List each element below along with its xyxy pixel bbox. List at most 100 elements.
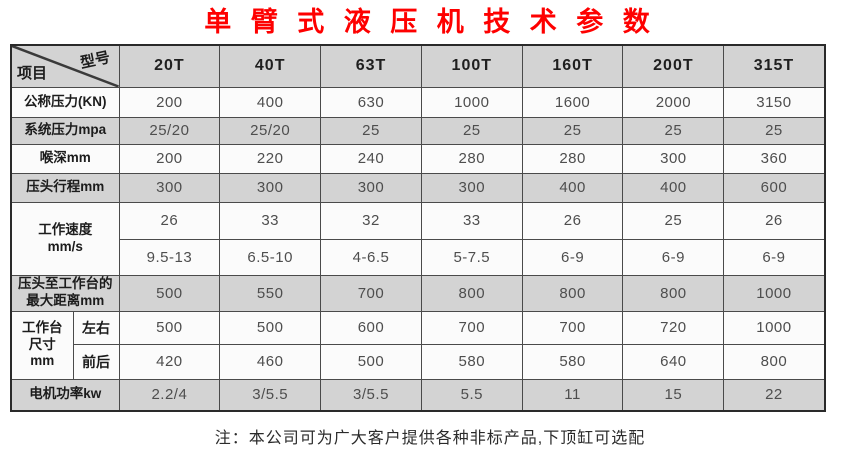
value-cell: 15 — [622, 378, 725, 412]
value-cell: 500 — [118, 310, 221, 345]
value-cell: 500 — [118, 274, 221, 312]
value-cell: 4-6.5 — [320, 238, 422, 276]
value-cell: 25 — [622, 116, 725, 145]
value-cell: 1000 — [420, 86, 523, 118]
value-cell: 200 — [118, 86, 221, 118]
page: 单 臂 式 液 压 机 技 术 参 数 型号 项目 20T 40T 63T 10… — [0, 6, 860, 452]
value-cell: 5-7.5 — [420, 238, 523, 276]
row-table-size-fb: 前后 420 460 500 580 580 640 800 — [11, 343, 826, 380]
row-motor-power: 电机功率kw 2.2/4 3/5.5 3/5.5 5.5 11 15 22 — [10, 378, 826, 412]
value-cell: 25/20 — [118, 116, 221, 145]
value-cell: 700 — [521, 310, 624, 345]
value-cell: 800 — [622, 274, 725, 312]
value-cell: 25 — [521, 116, 624, 145]
row-max-distance: 压头至工作台的 最大距离mm 500 550 700 800 800 800 1… — [10, 274, 826, 312]
value-cell: 25 — [723, 116, 826, 145]
col-header-160t: 160T — [521, 44, 624, 88]
value-cell: 220 — [219, 143, 322, 174]
value-cell: 2000 — [622, 86, 725, 118]
value-cell: 3/5.5 — [219, 378, 322, 412]
value-cell: 800 — [521, 274, 624, 312]
value-cell: 280 — [420, 143, 523, 174]
value-cell: 33 — [420, 201, 523, 240]
value-cell: 26 — [723, 201, 826, 240]
value-cell: 700 — [420, 310, 523, 345]
page-title: 单 臂 式 液 压 机 技 术 参 数 — [204, 7, 656, 37]
row-table-size-lr: 工作台 尺寸 mm 左右 500 500 600 700 700 720 100… — [10, 310, 826, 380]
value-cell: 25/20 — [219, 116, 322, 145]
col-header-100t: 100T — [420, 44, 523, 88]
value-cell: 6-9 — [622, 238, 725, 276]
value-cell: 240 — [320, 143, 422, 174]
value-cell: 460 — [219, 343, 322, 380]
value-cell: 33 — [219, 201, 322, 240]
row-label: 压头至工作台的 最大距离mm — [10, 274, 120, 312]
value-cell: 1000 — [723, 274, 826, 312]
value-cell: 9.5-13 — [118, 238, 221, 276]
sub-row-label: 前后 — [72, 343, 120, 380]
value-cell: 300 — [219, 172, 322, 203]
spec-table: 型号 项目 20T 40T 63T 100T 160T 200T 315T 公称… — [10, 44, 826, 412]
row-label: 系统压力mpa — [10, 116, 120, 145]
row-label: 工作台 尺寸 mm — [10, 310, 74, 380]
value-cell: 720 — [622, 310, 725, 345]
value-cell: 800 — [420, 274, 523, 312]
value-cell: 1000 — [723, 310, 826, 345]
row-working-speed-1: 工作速度 mm/s 26 33 32 33 26 25 26 — [10, 201, 826, 276]
corner-item-label: 项目 — [17, 64, 48, 82]
row-nominal-pressure: 公称压力(KN) 200 400 630 1000 1600 2000 3150 — [10, 86, 826, 118]
row-system-pressure: 系统压力mpa 25/20 25/20 25 25 25 25 25 — [10, 116, 826, 145]
value-cell: 32 — [320, 201, 422, 240]
row-label: 喉深mm — [10, 143, 120, 174]
value-cell: 5.5 — [420, 378, 523, 412]
value-cell: 500 — [320, 343, 422, 380]
value-cell: 600 — [320, 310, 422, 345]
value-cell: 400 — [622, 172, 725, 203]
value-cell: 3/5.5 — [320, 378, 422, 412]
value-cell: 280 — [521, 143, 624, 174]
value-cell: 3150 — [723, 86, 826, 118]
value-cell: 25 — [420, 116, 523, 145]
corner-cell: 型号 项目 — [10, 44, 120, 88]
value-cell: 11 — [521, 378, 624, 412]
value-cell: 2.2/4 — [118, 378, 221, 412]
value-cell: 700 — [320, 274, 422, 312]
value-cell: 360 — [723, 143, 826, 174]
value-cell: 22 — [723, 378, 826, 412]
value-cell: 26 — [521, 201, 624, 240]
value-cell: 300 — [118, 172, 221, 203]
row-label: 公称压力(KN) — [10, 86, 120, 118]
value-cell: 630 — [320, 86, 422, 118]
sub-row-label: 左右 — [72, 310, 120, 345]
value-cell: 6.5-10 — [219, 238, 322, 276]
row-ram-stroke: 压头行程mm 300 300 300 300 400 400 600 — [10, 172, 826, 203]
value-cell: 300 — [420, 172, 523, 203]
value-cell: 600 — [723, 172, 826, 203]
value-cell: 300 — [320, 172, 422, 203]
col-header-315t: 315T — [723, 44, 826, 88]
value-cell: 1600 — [521, 86, 624, 118]
value-cell: 640 — [622, 343, 725, 380]
col-header-40t: 40T — [219, 44, 322, 88]
row-label: 压头行程mm — [10, 172, 120, 203]
col-header-63t: 63T — [320, 44, 422, 88]
value-cell: 800 — [723, 343, 826, 380]
col-header-20t: 20T — [118, 44, 221, 88]
value-cell: 550 — [219, 274, 322, 312]
row-label: 工作速度 mm/s — [10, 201, 120, 276]
value-cell: 400 — [219, 86, 322, 118]
value-cell: 300 — [622, 143, 725, 174]
table-note: 注：本公司可为广大客户提供各种非标产品,下顶缸可选配 — [214, 430, 646, 447]
row-label: 电机功率kw — [10, 378, 120, 412]
value-cell: 580 — [420, 343, 523, 380]
value-cell: 400 — [521, 172, 624, 203]
value-cell: 25 — [320, 116, 422, 145]
value-cell: 6-9 — [723, 238, 826, 276]
col-header-200t: 200T — [622, 44, 725, 88]
row-throat-depth: 喉深mm 200 220 240 280 280 300 360 — [10, 143, 826, 174]
value-cell: 26 — [118, 201, 221, 240]
value-cell: 500 — [219, 310, 322, 345]
value-cell: 25 — [622, 201, 725, 240]
header-row: 型号 项目 20T 40T 63T 100T 160T 200T 315T — [10, 44, 826, 88]
row-working-speed-2: 9.5-13 6.5-10 4-6.5 5-7.5 6-9 6-9 6-9 — [11, 238, 826, 276]
